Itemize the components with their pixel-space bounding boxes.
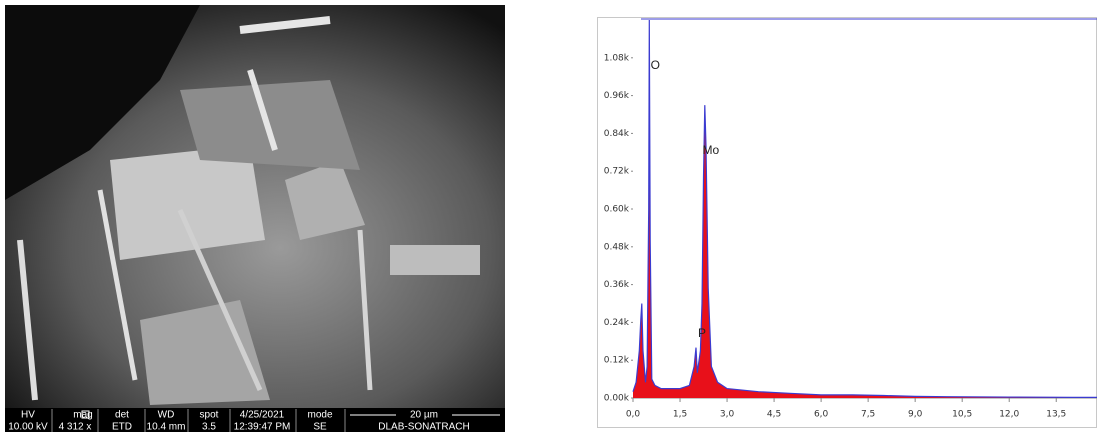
info-header: HV — [21, 410, 35, 421]
peak-label: P — [698, 326, 706, 340]
y-tick-label: 0.60k — [604, 205, 630, 215]
y-tick-label: 0.96k — [604, 91, 630, 101]
y-tick-label: 0.72k — [604, 167, 630, 177]
info-header: spot — [200, 410, 219, 421]
chart-frame — [598, 18, 1097, 428]
x-tick-label: 12,0 — [999, 410, 1019, 420]
figure: HV10.00 kVmag4 312 xdetETDWD10.4 mmspot3… — [0, 0, 1097, 432]
info-header: det — [115, 410, 129, 421]
y-tick-label: 0.00k — [604, 394, 630, 404]
peak-label: O — [651, 58, 660, 72]
x-tick-label: 13,5 — [1046, 410, 1066, 420]
y-tick-label: 0.48k — [604, 242, 630, 252]
info-header: mode — [307, 410, 332, 421]
x-tick-label: 6,0 — [814, 410, 829, 420]
sem-crystal — [390, 245, 480, 275]
lab-name: DLAB-SONATRACH — [378, 422, 470, 432]
info-value: 3.5 — [202, 422, 216, 432]
info-value: SE — [313, 422, 327, 432]
info-header: 4/25/2021 — [240, 410, 285, 421]
info-value: 12:39:47 PM — [234, 422, 291, 432]
scale-bar-label: 20 µm — [410, 410, 438, 421]
y-tick-label: 0.36k — [604, 280, 630, 290]
y-tick-label: 0.84k — [604, 129, 630, 139]
y-tick-label: 1.08k — [604, 53, 630, 63]
x-tick-label: 9,0 — [908, 410, 923, 420]
info-value: ETD — [112, 422, 132, 432]
info-value: 4 312 x — [59, 422, 92, 432]
info-value: 10.00 kV — [8, 422, 48, 432]
x-tick-label: 1,5 — [673, 410, 687, 420]
info-value: 10.4 mm — [147, 422, 186, 432]
x-tick-label: 0,0 — [626, 410, 641, 420]
x-tick-label: 4,5 — [767, 410, 781, 420]
y-tick-label: 0.24k — [604, 318, 630, 328]
info-header: WD — [158, 410, 175, 421]
y-tick-label: 0.12k — [604, 356, 630, 366]
x-tick-label: 10,5 — [952, 410, 972, 420]
x-tick-label: 7,5 — [861, 410, 875, 420]
peak-label: Mo — [702, 143, 719, 157]
x-tick-label: 3,0 — [720, 410, 735, 420]
